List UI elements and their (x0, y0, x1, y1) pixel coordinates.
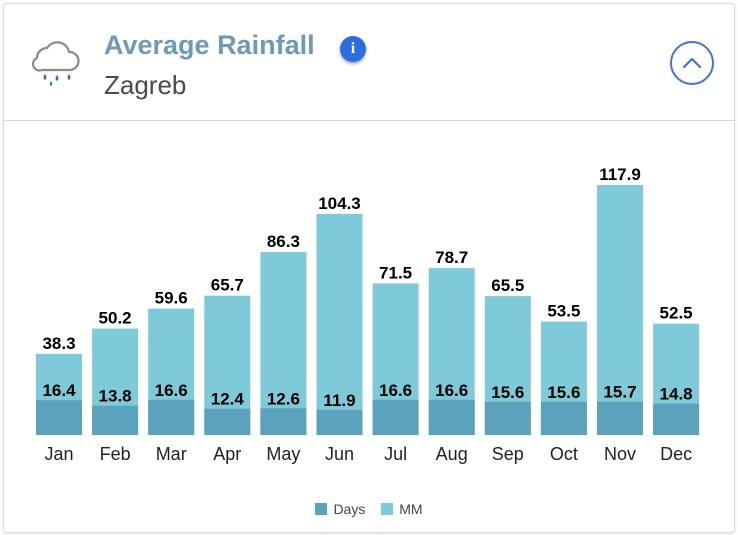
data-label-days: 16.6 (379, 381, 412, 400)
x-tick-label: Jul (384, 444, 407, 464)
legend-item-mm[interactable]: MM (381, 501, 423, 517)
data-label-days: 11.9 (323, 391, 355, 410)
card-title: Average Rainfall (104, 30, 315, 60)
bar-mm[interactable] (316, 213, 363, 435)
data-label-mm: 59.6 (155, 289, 188, 308)
data-label-mm: 104.3 (318, 194, 361, 213)
data-label-mm: 52.5 (660, 304, 693, 323)
x-tick-label: Jun (325, 444, 354, 464)
data-label-mm: 65.5 (491, 276, 524, 295)
data-label-mm: 65.7 (211, 276, 244, 295)
x-tick-label: May (266, 444, 300, 464)
legend-label-mm: MM (399, 501, 423, 517)
bar-days[interactable] (597, 401, 643, 435)
bar-days[interactable] (36, 400, 82, 435)
data-label-days: 16.6 (155, 381, 188, 400)
bar-days[interactable] (540, 401, 587, 435)
data-label-days: 16.6 (435, 381, 468, 400)
data-label-mm: 78.7 (435, 248, 468, 267)
info-icon[interactable]: i (340, 36, 366, 62)
data-label-days: 15.7 (603, 383, 636, 402)
x-tick-label: Dec (660, 444, 692, 464)
bar-days[interactable] (428, 399, 475, 435)
bar-days[interactable] (316, 409, 363, 435)
x-tick-label: Apr (213, 444, 241, 464)
chevron-up-icon (682, 57, 702, 69)
bar-days[interactable] (372, 399, 419, 435)
x-tick-label: Feb (100, 444, 131, 464)
rainfall-chart: 38.3 16.4 Jan 50.2 13.8 Feb 59.6 16.6 Mar 65.7 12.… (36, 165, 700, 464)
x-tick-label: Jan (44, 444, 73, 464)
bar-days[interactable] (204, 408, 251, 435)
data-label-mm: 53.5 (547, 302, 580, 321)
bar-days[interactable] (653, 403, 700, 435)
bar-days[interactable] (260, 408, 307, 435)
x-tick-label: Sep (492, 444, 524, 464)
rainfall-card: Average Rainfall i Zagreb 38.3 16.4 Jan 50.… (3, 3, 735, 533)
data-label-days: 15.6 (547, 383, 580, 402)
legend-swatch-days (315, 503, 328, 515)
legend-item-days[interactable]: Days (315, 501, 365, 517)
data-label-mm: 86.3 (267, 232, 300, 251)
data-label-days: 13.8 (99, 387, 132, 406)
cloud-rain-icon (28, 34, 84, 95)
data-label-days: 12.6 (267, 389, 300, 408)
city-name: Zagreb (104, 70, 187, 100)
chart-legend: Days MM (4, 501, 734, 517)
card-header: Average Rainfall i Zagreb (4, 4, 734, 121)
collapse-button[interactable] (670, 41, 714, 85)
legend-label-days: Days (333, 501, 366, 517)
x-tick-label: Oct (550, 444, 578, 464)
bar-mm[interactable] (597, 185, 643, 435)
data-label-days: 12.4 (211, 390, 245, 409)
x-tick-label: Aug (436, 444, 468, 464)
data-label-days: 16.4 (42, 381, 76, 400)
x-tick-label: Nov (604, 444, 636, 464)
data-label-mm: 71.5 (379, 263, 412, 282)
data-label-mm: 50.2 (99, 309, 132, 328)
bar-days[interactable] (484, 401, 531, 435)
bar-days[interactable] (148, 399, 195, 435)
data-label-mm: 117.9 (599, 165, 641, 184)
data-label-mm: 38.3 (42, 334, 75, 353)
legend-swatch-mm (381, 503, 394, 515)
bar-mm[interactable] (260, 252, 307, 435)
bar-days[interactable] (92, 405, 139, 435)
data-label-days: 15.6 (491, 383, 524, 402)
data-label-days: 14.8 (660, 385, 693, 404)
x-tick-label: Mar (156, 444, 187, 464)
